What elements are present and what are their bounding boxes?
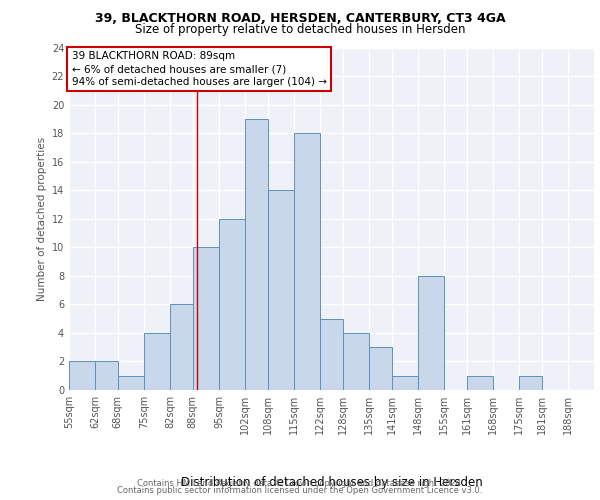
Bar [418, 276, 444, 390]
Bar [95, 362, 118, 390]
Text: 39 BLACKTHORN ROAD: 89sqm
← 6% of detached houses are smaller (7)
94% of semi-de: 39 BLACKTHORN ROAD: 89sqm ← 6% of detach… [71, 51, 326, 88]
X-axis label: Distribution of detached houses by size in Hersden: Distribution of detached houses by size … [181, 476, 482, 489]
Bar [193, 248, 219, 390]
Bar [519, 376, 542, 390]
Bar [69, 362, 95, 390]
Y-axis label: Number of detached properties: Number of detached properties [37, 136, 47, 301]
Bar [170, 304, 193, 390]
Bar [118, 376, 144, 390]
Text: Size of property relative to detached houses in Hersden: Size of property relative to detached ho… [135, 22, 465, 36]
Bar [343, 333, 369, 390]
Bar [320, 318, 343, 390]
Text: Contains HM Land Registry data © Crown copyright and database right 2024.: Contains HM Land Registry data © Crown c… [137, 478, 463, 488]
Bar [392, 376, 418, 390]
Bar [369, 347, 392, 390]
Bar [268, 190, 294, 390]
Bar [467, 376, 493, 390]
Text: Contains public sector information licensed under the Open Government Licence v3: Contains public sector information licen… [118, 486, 482, 495]
Bar [144, 333, 170, 390]
Bar [219, 219, 245, 390]
Text: 39, BLACKTHORN ROAD, HERSDEN, CANTERBURY, CT3 4GA: 39, BLACKTHORN ROAD, HERSDEN, CANTERBURY… [95, 12, 505, 26]
Bar [245, 119, 268, 390]
Bar [294, 133, 320, 390]
